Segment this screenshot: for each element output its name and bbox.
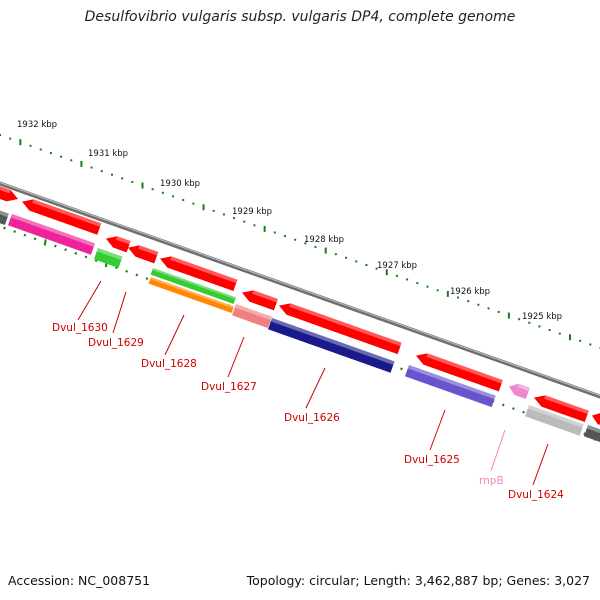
feature-bars (0, 207, 600, 443)
inner-scale-tick (74, 251, 78, 255)
gene-label-Dvul_1627: Dvul_1627 (201, 381, 257, 393)
scale-label-1931-kbp: 1931 kbp (88, 149, 128, 159)
cog-bar-dark-end (583, 425, 600, 443)
inner-scale-tick (3, 226, 6, 230)
cog-bar-green-b (150, 268, 236, 305)
cog-bar-navy (267, 318, 395, 373)
label-leaders (77, 280, 549, 486)
inner-scale-tick (125, 269, 129, 273)
gene-label-Dvul_1624: Dvul_1624 (508, 489, 564, 501)
leader-line-2 (164, 314, 185, 356)
forward-cds-1 (21, 199, 102, 235)
leader-line-5 (429, 409, 446, 451)
inner-scale-tick (53, 244, 57, 248)
forward-strand-genes (0, 182, 600, 428)
forward-cds-4 (159, 256, 238, 292)
cog-bar-green-a (93, 248, 123, 269)
map-title: Desulfovibrio vulgaris subsp. vulgaris D… (84, 9, 516, 25)
forward-cds-3 (127, 245, 159, 264)
inner-scale-tick (43, 239, 47, 246)
inner-scale-tick (583, 432, 587, 436)
forward-cds-2 (105, 236, 131, 253)
forward-cds-6 (278, 303, 402, 355)
forward-cds-9 (591, 412, 600, 428)
scale-label-1926-kbp: 1926 kbp (450, 287, 490, 297)
forward-cds-7 (415, 353, 503, 392)
leader-line-7 (532, 443, 549, 486)
scale-label-1930-kbp: 1930 kbp (160, 179, 200, 189)
inner-scale-tick (501, 403, 505, 407)
inner-scale-tick (84, 255, 88, 259)
topology-summary: Topology: circular; Length: 3,462,887 bp… (246, 573, 590, 588)
gene-label-Dvul_1629: Dvul_1629 (88, 337, 144, 349)
inner-scale-tick (400, 367, 403, 371)
accession-text: Accession: NC_008751 (8, 573, 151, 588)
cog-bar-slate (404, 365, 496, 408)
scale-labels: 1932 kbp 1931 kbp 1930 kbp 1929 kbp 1928 kbp… (17, 120, 562, 322)
scale-label-1927-kbp: 1927 kbp (377, 261, 417, 271)
gene-label-Dvul_1628: Dvul_1628 (141, 358, 197, 370)
cog-bar-dark (0, 207, 9, 225)
scale-label-1932-kbp: 1932 kbp (17, 120, 57, 130)
inner-scale-tick (64, 248, 67, 252)
inner-scale-tick (13, 230, 17, 234)
inner-scale-tick (135, 273, 139, 277)
inner-scale-tick (145, 277, 149, 281)
cog-bar-gray (524, 405, 584, 436)
forward-cds-5 (241, 290, 278, 311)
cog-bar-orange (148, 277, 234, 314)
scale-label-1925-kbp: 1925 kbp (522, 312, 562, 322)
leader-line-6 (490, 429, 506, 472)
leader-line-4 (305, 367, 326, 409)
forward-cds-8 (533, 395, 589, 423)
gene-label-Dvul_1630: Dvul_1630 (52, 322, 108, 334)
inner-scale-tick (512, 407, 515, 411)
gene-label-Dvul_1626: Dvul_1626 (284, 412, 340, 424)
scale-label-1928-kbp: 1928 kbp (304, 235, 344, 245)
backbone (0, 181, 600, 399)
leader-line-3 (227, 336, 245, 378)
scale-label-1929-kbp: 1929 kbp (232, 207, 272, 217)
inner-scale-tick (23, 233, 27, 237)
gene-label-rnpB: rnpB (479, 475, 504, 487)
cog-bar-salmon (231, 304, 272, 329)
rna-bar-rnpB (508, 383, 530, 399)
leader-line-0 (77, 280, 102, 321)
gene-label-Dvul_1625: Dvul_1625 (404, 454, 460, 466)
leader-line-1 (112, 291, 127, 334)
inner-scale-tick (33, 237, 37, 241)
forward-cds-0 (0, 182, 19, 202)
cog-bar-magenta (7, 214, 95, 255)
inner-scale-tick (522, 410, 525, 414)
gene-labels: Dvul_1630 Dvul_1629 Dvul_1628 Dvul_1627 Dvul… (52, 322, 564, 501)
